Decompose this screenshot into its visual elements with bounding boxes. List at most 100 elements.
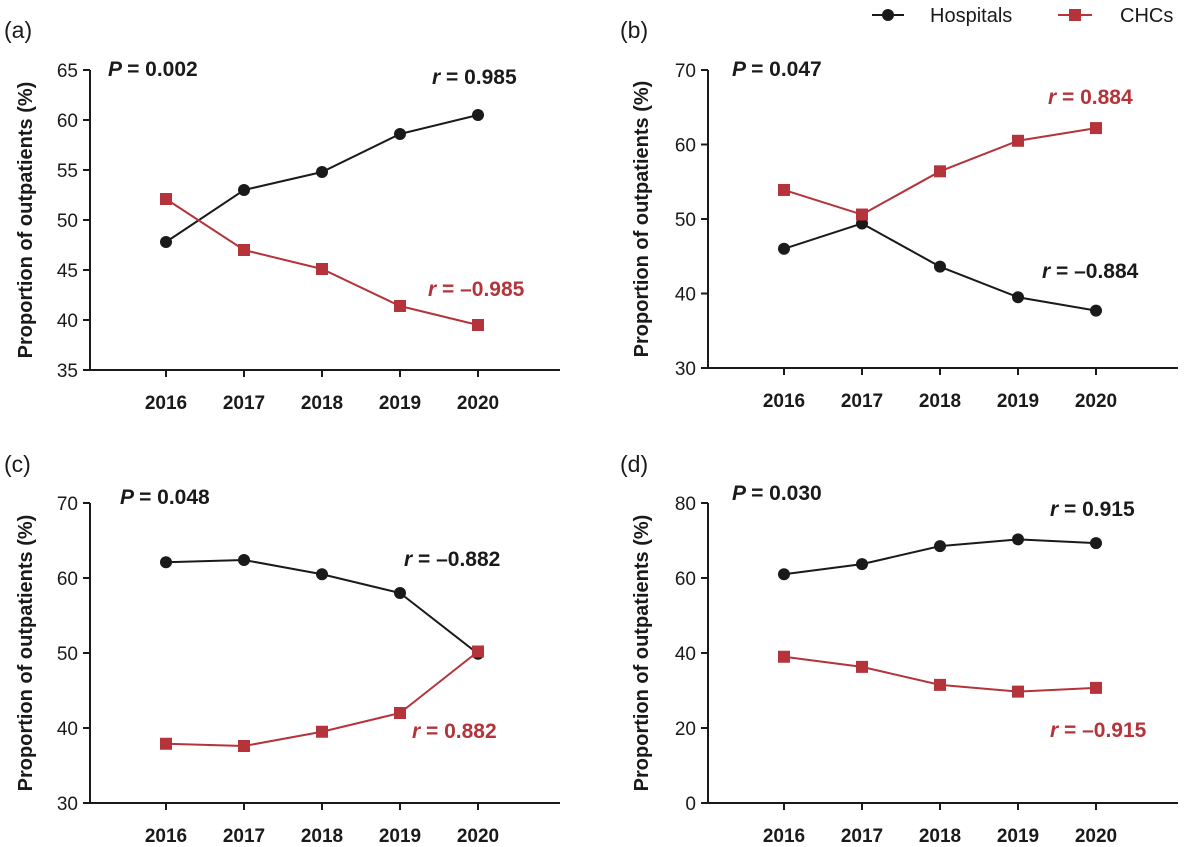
x-tick-label: 2019 xyxy=(379,393,421,414)
x-tick-label: 2017 xyxy=(841,826,883,847)
data-point xyxy=(1090,681,1102,694)
y-axis-label: Proportion of outpatients (%) xyxy=(15,515,37,792)
r-annotation: r = 0.884 xyxy=(1048,86,1133,109)
p-value-annotation: P = 0.048 xyxy=(120,486,210,509)
r-symbol: r xyxy=(1042,260,1056,283)
data-point xyxy=(472,109,484,121)
y-tick-label: 70 xyxy=(675,61,696,82)
r-symbol: r xyxy=(404,548,418,571)
data-point xyxy=(1012,291,1024,304)
legend-hospitals-marker xyxy=(882,9,894,21)
y-tick-label: 45 xyxy=(57,261,78,282)
y-tick-label: 60 xyxy=(675,569,696,590)
y-tick-label: 65 xyxy=(57,61,78,82)
data-point xyxy=(934,260,946,273)
panel-b: (b) 30 40 50 60 70 2016 2017 2018 2019 2020 Proport… xyxy=(620,17,1178,412)
panel-d: (d) 0 20 40 60 80 2016 2017 2018 2019 2020 Proporti… xyxy=(620,451,1178,847)
legend-chcs-marker xyxy=(1069,9,1081,21)
x-tick-label: 2017 xyxy=(223,393,265,414)
series-hospitals: r = –0.884 xyxy=(778,217,1139,317)
series-chcs: r = –0.985 xyxy=(160,193,525,331)
p-value: = 0.047 xyxy=(751,58,822,81)
r-symbol: r xyxy=(428,278,442,301)
y-tick-label: 55 xyxy=(57,161,78,182)
x-tick-label: 2018 xyxy=(301,826,343,847)
r-annotation: r = 0.915 xyxy=(1050,498,1135,521)
data-point xyxy=(856,208,868,221)
panel-letter: (b) xyxy=(620,17,648,43)
data-point xyxy=(1012,533,1024,546)
legend-chcs-label: CHCs xyxy=(1120,5,1173,27)
y-tick-label: 30 xyxy=(57,794,78,815)
data-point xyxy=(856,558,868,571)
panel-letter: (a) xyxy=(4,17,32,43)
y-tick-label: 40 xyxy=(57,311,78,332)
panel-letter: (d) xyxy=(620,451,648,477)
x-tick-label: 2018 xyxy=(919,826,961,847)
y-tick-label: 60 xyxy=(57,569,78,590)
p-symbol: P xyxy=(120,486,139,509)
data-point xyxy=(316,725,328,738)
data-point xyxy=(238,184,250,196)
y-tick-label: 0 xyxy=(685,794,696,815)
r-value: = 0.882 xyxy=(426,720,497,743)
data-point xyxy=(1090,304,1102,317)
data-point xyxy=(238,554,250,566)
x-tick-label: 2020 xyxy=(1075,826,1117,847)
p-value: = 0.048 xyxy=(139,486,210,509)
r-value: = 0.985 xyxy=(446,66,517,89)
data-point xyxy=(472,645,484,658)
y-tick-label: 50 xyxy=(57,644,78,665)
data-point xyxy=(316,166,328,178)
x-tick-label: 2017 xyxy=(223,826,265,847)
data-point xyxy=(394,300,406,312)
series-hospitals: r = –0.882 xyxy=(160,548,500,660)
series-hospitals: r = 0.915 xyxy=(778,498,1135,581)
p-symbol: P xyxy=(732,58,751,81)
data-point xyxy=(316,568,328,581)
r-symbol: r xyxy=(1050,719,1064,742)
panel-letter: (c) xyxy=(4,451,31,477)
y-tick-label: 35 xyxy=(57,361,78,382)
y-tick-label: 80 xyxy=(675,494,696,515)
data-point xyxy=(934,165,946,178)
p-value-annotation: P = 0.002 xyxy=(108,58,198,81)
y-tick-label: 30 xyxy=(675,359,696,380)
y-tick-label: 40 xyxy=(675,285,696,306)
r-symbol: r xyxy=(432,66,446,89)
r-value: = –0.915 xyxy=(1064,719,1147,742)
y-tick-label: 40 xyxy=(675,644,696,665)
r-symbol: r xyxy=(1050,498,1064,521)
y-tick-label: 50 xyxy=(57,211,78,232)
y-tick-label: 60 xyxy=(57,111,78,132)
data-point xyxy=(778,242,790,255)
panel-a: (a) 35 40 45 50 55 60 65 2016 2017 2018 2019 2020 Pro… xyxy=(4,17,560,414)
legend-item-chcs: CHCs xyxy=(1058,5,1173,27)
panel-c: (c) 30 40 50 60 70 2016 2017 2018 2019 2020 Proport… xyxy=(4,451,560,847)
p-value: = 0.030 xyxy=(751,482,822,505)
data-point xyxy=(160,556,172,569)
x-tick-label: 2020 xyxy=(457,826,499,847)
y-tick-label: 70 xyxy=(57,494,78,515)
x-tick-label: 2018 xyxy=(919,391,961,412)
legend: Hospitals CHCs xyxy=(872,5,1173,27)
p-value: = 0.002 xyxy=(127,58,198,81)
data-point xyxy=(856,660,868,673)
data-point xyxy=(1090,537,1102,550)
r-annotation: r = –0.882 xyxy=(404,548,500,571)
r-value: = –0.884 xyxy=(1056,260,1139,283)
r-annotation: r = –0.985 xyxy=(428,278,525,301)
series-chcs: r = –0.915 xyxy=(778,650,1147,742)
p-symbol: P xyxy=(108,58,127,81)
data-point xyxy=(394,707,406,719)
data-point xyxy=(934,678,946,691)
series-line xyxy=(165,114,479,243)
y-axis-label: Proportion of outpatients (%) xyxy=(15,82,37,359)
p-value-annotation: P = 0.047 xyxy=(732,58,822,81)
series-chcs: r = 0.882 xyxy=(160,645,497,752)
y-tick-label: 60 xyxy=(675,136,696,157)
r-symbol: r xyxy=(412,720,426,743)
data-point xyxy=(160,193,172,205)
data-point xyxy=(778,183,790,196)
